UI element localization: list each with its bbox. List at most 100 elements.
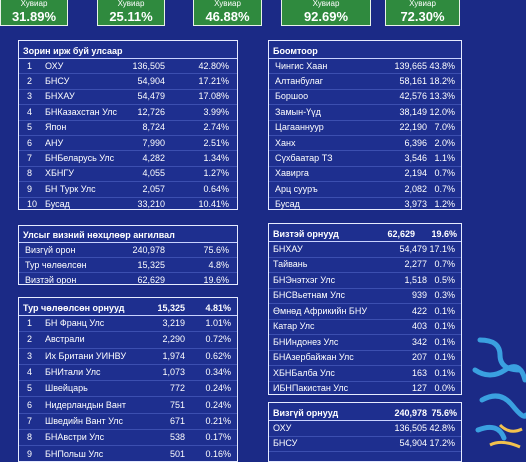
cell: 0.1% <box>434 321 455 332</box>
cell: 163 <box>411 367 427 378</box>
summary-value: 92.69% <box>303 9 349 24</box>
cell: 0.1% <box>434 352 455 363</box>
cell: 240,978 <box>132 244 165 255</box>
table-row: Визгүй орон 240,978 75.6% <box>19 242 237 258</box>
table-header: Визгүй орнууд 240,978 75.6% <box>269 405 461 421</box>
cell: Визтэй орон <box>25 274 77 285</box>
cell: 62,629 <box>387 228 415 239</box>
cell: БНХАУ <box>273 243 303 254</box>
table-row: Тайвань 2,277 0.7% <box>269 257 461 273</box>
table-row: 9 БН Турк Улс 2,057 0.64% <box>19 181 237 198</box>
cell: 139,665 <box>394 60 427 71</box>
cell: БНХАУ <box>45 91 75 102</box>
cell: 17.08% <box>198 91 229 102</box>
cell: АНУ <box>45 137 64 148</box>
cell: 501 <box>169 448 185 459</box>
cell: 3,546 <box>404 153 427 164</box>
summary-label: Хувиар <box>409 0 436 8</box>
cell: 4 <box>27 106 33 117</box>
cell: 1,974 <box>162 350 185 361</box>
cell: 0.1% <box>434 336 455 347</box>
cell: 240,978 <box>394 407 427 418</box>
table-row: 9 БНПольш Улс 501 0.16% <box>19 445 237 461</box>
cell: 42,576 <box>399 91 427 102</box>
cell: Тур чөлөөлсөн орнууд <box>23 302 125 313</box>
table-header: Тур чөлөөлсөн орнууд 15,325 4.81% <box>19 300 237 316</box>
cell: 538 <box>169 432 185 443</box>
cell: 17.1% <box>429 243 455 254</box>
table-row: 1 БН Франц Улс 3,219 1.01% <box>19 315 237 333</box>
cell: 1,518 <box>404 274 427 285</box>
cell: 0.5% <box>434 274 455 285</box>
cell: Швейцарь <box>45 383 88 394</box>
table-row: Алтанбулаг 58,161 18.2% <box>269 73 461 90</box>
table-row: 6 Нидерландын Вант 751 0.24% <box>19 397 237 414</box>
table-row: 2 БНСУ 54,904 17.21% <box>19 73 237 90</box>
cell: 18.2% <box>429 76 455 87</box>
cell: 75.6% <box>203 244 229 255</box>
cell: 0.24% <box>205 399 231 410</box>
cell: 10.41% <box>198 199 229 210</box>
cell: 54,904 <box>137 76 165 87</box>
summary-label: Хувиар <box>214 0 241 8</box>
cell: Чингис Хаан <box>275 60 328 71</box>
cell: Арц сууръ <box>275 183 318 194</box>
cell: Алтанбулаг <box>275 76 324 87</box>
cell: 0.7% <box>434 183 455 194</box>
cell: БНСВьетнам Улс <box>273 290 345 301</box>
cell: БНИндонез Улс <box>273 336 339 347</box>
cell: 10 <box>27 199 38 210</box>
table-row: Цагааннуур 22,190 7.0% <box>269 120 461 136</box>
summary-value: 72.30% <box>400 9 445 24</box>
cell: 1.01% <box>205 318 231 329</box>
cell: 0.64% <box>203 183 229 194</box>
cell: 0.1% <box>434 305 455 316</box>
cell: 7 <box>27 153 33 164</box>
cell: 54,479 <box>137 91 165 102</box>
summary-value: 25.11% <box>109 9 153 24</box>
table-row: Сүхбаатар ТЗ 3,546 1.1% <box>269 150 461 167</box>
cell: Тайвань <box>273 259 308 270</box>
cell: 17.21% <box>198 76 229 87</box>
summary-box: Хувиар 31.89% <box>0 0 68 26</box>
cell: 5 <box>27 383 33 394</box>
cell: Их Британи УИНВУ <box>45 350 127 361</box>
cell: 22,190 <box>399 122 427 133</box>
cell: 3 <box>27 91 33 102</box>
cell: 42.8% <box>429 422 455 433</box>
cell: 207 <box>411 352 427 363</box>
cell: БНПольш Улс <box>45 448 104 459</box>
table-row: Арц сууръ 2,082 0.7% <box>269 181 461 198</box>
cell: 422 <box>411 305 427 316</box>
cell: Тур чөлөөлсөн <box>25 259 87 270</box>
cell: 9 <box>27 183 33 194</box>
table-row: 10 Бусад 33,210 10.41% <box>19 197 237 210</box>
cell: 75.6% <box>431 407 457 418</box>
cell: БН Франц Улс <box>45 318 105 329</box>
cell: Зорин ирж буй улсаар <box>23 45 123 56</box>
cell: Визгүй орон <box>25 244 76 255</box>
cell: Япон <box>45 122 67 133</box>
table-row: Замын-Үүд 38,149 12.0% <box>269 104 461 121</box>
cell: 5 <box>27 122 33 133</box>
cell: Нидерландын Вант <box>45 399 126 410</box>
cell: БНКазахстан Улс <box>45 106 117 117</box>
cell: 54,904 <box>399 438 427 449</box>
cell: БНСУ <box>45 76 70 87</box>
cell: 2.0% <box>434 137 455 148</box>
cell: Сүхбаатар ТЗ <box>275 153 333 164</box>
cell: 2,082 <box>404 183 427 194</box>
table-row: 4 БНИтали Улс 1,073 0.34% <box>19 364 237 382</box>
cell: БНЭнэтхэг Улс <box>273 274 336 285</box>
table-row: Катар Улс 403 0.1% <box>269 319 461 335</box>
summary-box: Хувиар 46.88% <box>193 0 262 26</box>
cell: 15,325 <box>157 302 185 313</box>
cell: Бусад <box>275 199 300 210</box>
table-row: 8 БНАвстри Улс 538 0.17% <box>19 429 237 447</box>
summary-value: 46.88% <box>205 9 250 24</box>
cell: 13.3% <box>429 91 455 102</box>
cell: 0.1% <box>434 367 455 378</box>
cell: 772 <box>169 383 185 394</box>
summary-box: Хувиар 25.11% <box>97 0 165 26</box>
table-row: 5 Швейцарь 772 0.24% <box>19 380 237 398</box>
